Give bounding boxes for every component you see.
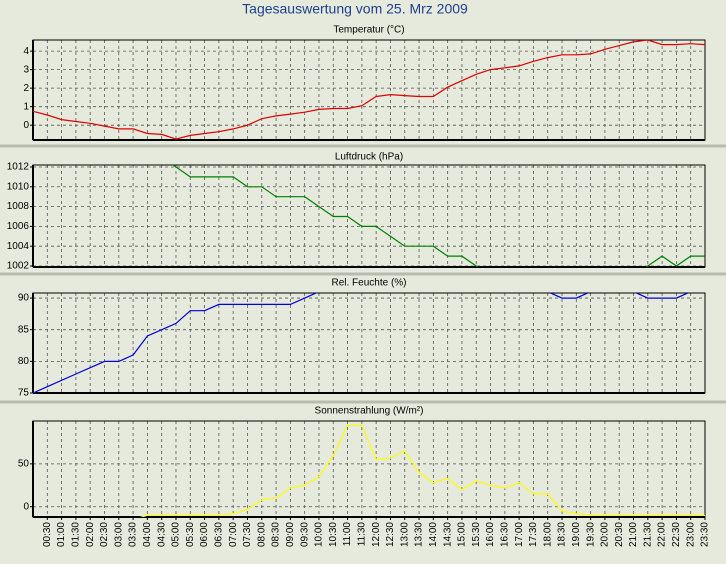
x-tick-label: 02:30 [99,522,110,547]
x-tick-label: 07:00 [228,522,239,547]
y-tick-label: 50 [18,458,30,469]
plot-frame [32,292,706,394]
panel-title: Luftdruck (hPa) [335,152,403,163]
y-tick-label: 1010 [7,181,30,192]
x-tick-label: 18:30 [557,522,568,547]
x-tick-label: 20:00 [600,522,611,547]
x-tick-label: 01:00 [56,522,67,547]
x-tick-label: 08:00 [256,522,267,547]
y-tick-label: 80 [18,356,30,367]
x-tick-label: 18:00 [542,522,553,547]
x-tick-label: 07:30 [242,522,253,547]
x-tick-label: 20:30 [614,522,625,547]
x-tick-label: 15:00 [457,522,468,547]
x-tick-label: 04:30 [156,522,167,547]
panel-title: Temperatur (°C) [333,25,404,36]
plot-frame [32,420,706,518]
x-tick-label: 04:00 [142,522,153,547]
y-tick-label: 0 [23,120,29,131]
x-tick-label: 13:30 [414,522,425,547]
x-tick-label: 05:00 [171,522,182,547]
y-tick-label: 1 [23,101,29,112]
y-tick-label: 1006 [7,221,30,232]
x-tick-label: 12:00 [371,522,382,547]
x-tick-label: 16:00 [485,522,496,547]
x-tick-label: 17:00 [514,522,525,547]
x-tick-label: 14:00 [428,522,439,547]
data-line [139,424,705,517]
x-tick-label: 16:30 [499,522,510,547]
x-tick-label: 10:30 [328,522,339,547]
y-tick-label: 75 [18,388,30,399]
panel-title: Sonnenstrahlung (W/m²) [315,406,424,417]
x-tick-label: 10:00 [314,522,325,547]
data-line [172,165,705,267]
x-tick-label: 06:00 [199,522,210,547]
x-tick-label: 19:30 [585,522,596,547]
x-tick-label: 12:30 [385,522,396,547]
y-tick-label: 1002 [7,261,30,272]
y-tick-label: 90 [18,293,30,304]
plot-frame [32,164,706,268]
x-tick-label: 14:30 [442,522,453,547]
x-tick-label: 05:30 [185,522,196,547]
x-tick-label: 19:00 [571,522,582,547]
y-tick-label: 1004 [7,241,30,252]
x-tick-label: 03:30 [128,522,139,547]
y-tick-label: 3 [23,64,29,75]
y-tick-label: 2 [23,83,29,94]
x-tick-label: 17:30 [528,522,539,547]
y-tick-label: 85 [18,324,30,335]
panel-title: Rel. Feuchte (%) [331,278,406,289]
x-tick-label: 23:30 [700,522,711,547]
x-tick-label: 03:00 [113,522,124,547]
x-tick-label: 01:30 [71,522,82,547]
data-line [33,40,705,140]
x-tick-label: 22:30 [671,522,682,547]
x-tick-label: 11:00 [342,522,353,547]
x-tick-label: 06:30 [214,522,225,547]
page-title: Tagesauswertung vom 25. Mrz 2009 [242,1,468,17]
x-tick-label: 23:00 [685,522,696,547]
x-tick-label: 08:30 [271,522,282,547]
y-tick-label: 1008 [7,201,30,212]
x-tick-label: 09:30 [299,522,310,547]
y-tick-label: 4 [23,46,29,57]
x-tick-label: 13:00 [399,522,410,547]
x-tick-label: 21:30 [642,522,653,547]
x-tick-label: 00:30 [42,522,53,547]
x-tick-label: 11:30 [356,522,367,547]
y-tick-label: 1012 [7,162,30,173]
x-tick-label: 22:00 [657,522,668,547]
x-tick-label: 02:00 [85,522,96,547]
x-tick-label: 21:00 [628,522,639,547]
y-tick-label: 0 [23,501,29,512]
data-line [33,293,690,393]
x-tick-label: 09:00 [285,522,296,547]
x-tick-label: 15:30 [471,522,482,547]
